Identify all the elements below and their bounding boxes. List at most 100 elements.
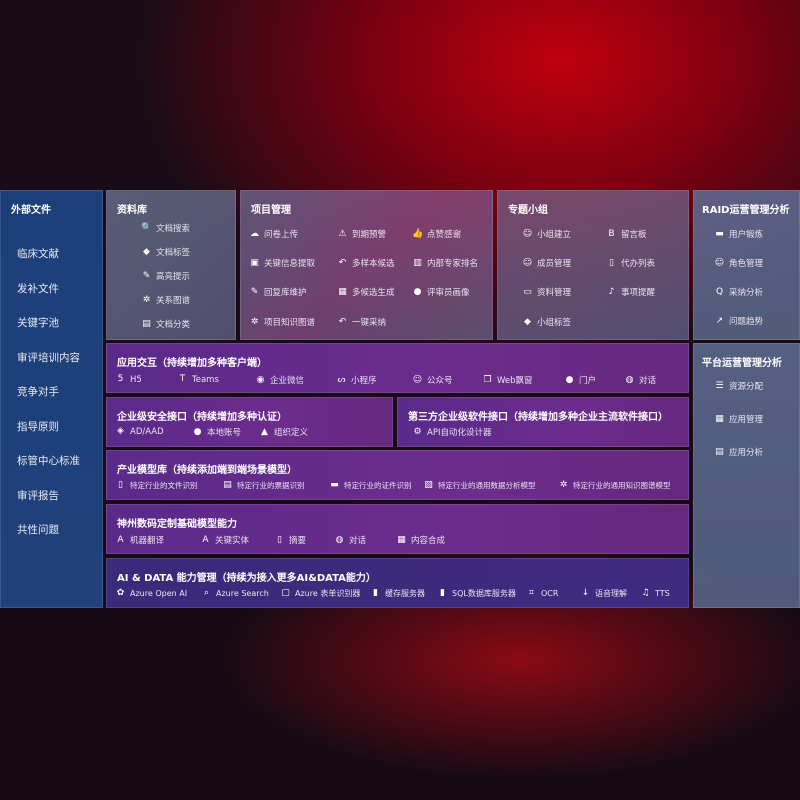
id-card-icon: ▬: [330, 480, 339, 490]
item-file[interactable]: ▯ 特定行业的文件识别: [115, 480, 197, 491]
external-file-item[interactable]: 关键字池: [17, 317, 59, 329]
item-apps[interactable]: ▦ 应用管理: [714, 413, 763, 426]
panel-title: 应用交互（持续增加多种客户端）: [117, 358, 267, 369]
item-folder[interactable]: ▭ 资料管理: [522, 286, 571, 299]
external-file-item[interactable]: 审评培训内容: [17, 351, 80, 364]
item-search[interactable]: ⌕ Azure Search: [201, 588, 269, 599]
item-label: 特定行业的通用数据分析模型: [438, 481, 536, 490]
item-org[interactable]: ▲ 组织定义: [259, 426, 308, 439]
item-analysis[interactable]: ▧ 特定行业的通用数据分析模型: [423, 480, 536, 491]
item-bell[interactable]: ♪ 事项提醒: [606, 286, 655, 299]
item-doc-search[interactable]: 🔍 文档搜索: [141, 222, 190, 235]
summary-icon: ▯: [277, 534, 282, 545]
item-group[interactable]: ☺ 小组建立: [522, 228, 571, 241]
item-user[interactable]: ● 本地账号: [192, 426, 241, 439]
item-doc-classify[interactable]: ▤ 文档分类: [141, 318, 190, 331]
item-label: 小程序: [351, 376, 377, 386]
external-file-item[interactable]: 竞争对手: [17, 386, 59, 398]
extract-icon: ▣: [250, 257, 259, 268]
external-file-item[interactable]: 临床文献: [17, 248, 59, 260]
item-edit[interactable]: ✎ 回复库维护: [249, 286, 307, 299]
item-chat[interactable]: ◍ 对话: [624, 374, 656, 387]
item-tts[interactable]: ♫ TTS: [640, 588, 669, 599]
raid-panel: RAID运营管理分析 ▬ 用户锻炼 ☺ 角色管理 Q 采纳分析 ↗ 问题趋势: [693, 190, 800, 340]
item-tag[interactable]: ◆ 小组标签: [522, 316, 571, 329]
item-receipt[interactable]: ▤ 特定行业的票据识别: [222, 480, 304, 491]
cache-icon: ▮: [373, 588, 378, 598]
item-users[interactable]: ☺ 公众号: [412, 374, 453, 387]
item-portal[interactable]: ● 门户: [564, 374, 596, 387]
item-window[interactable]: ❐ Web飘窗: [482, 374, 532, 387]
item-user[interactable]: ● 评审员画像: [412, 286, 470, 299]
external-file-item[interactable]: 标管中心标准: [17, 455, 80, 467]
item-alarm[interactable]: ⚠ 到期预警: [337, 228, 387, 241]
item-summary[interactable]: ▯ 摘要: [274, 534, 306, 547]
item-knowledge-graph[interactable]: ✲ 特定行业的通用知识图谱模型: [558, 480, 671, 491]
item-label: 内部专家排名: [427, 259, 479, 269]
item-user-add[interactable]: ☺ 成员管理: [522, 257, 571, 270]
item-entity[interactable]: A 关键实体: [200, 534, 249, 547]
knowledge-graph-icon: ✲: [250, 316, 259, 327]
ranking-icon: ▥: [413, 257, 422, 268]
item-ranking[interactable]: ▥ 内部专家排名: [412, 257, 479, 270]
item-cache[interactable]: ▮ 缓存服务器: [370, 588, 425, 599]
edit-icon: ✎: [250, 286, 259, 297]
item-label: 问题趋势: [729, 317, 764, 327]
item-chart[interactable]: ▤ 应用分析: [714, 446, 763, 459]
item-reply[interactable]: ↶ 多样本候选: [337, 257, 395, 270]
panel-title: 产业模型库（持续添加端到端场景模型）: [117, 465, 297, 476]
item-graph[interactable]: ✲ 关系图谱: [141, 294, 190, 307]
item-label: Azure Search: [216, 589, 269, 598]
item-html5[interactable]: 5 H5: [115, 374, 142, 385]
panel-title: 资料库: [117, 205, 147, 216]
item-knowledge-graph[interactable]: ✲ 项目知识图谱: [249, 316, 315, 329]
list-icon: ☰: [715, 380, 724, 391]
item-label: 到期预警: [352, 230, 387, 240]
miniprogram-icon: ᔕ: [337, 374, 346, 385]
item-teams[interactable]: T Teams: [177, 374, 219, 385]
item-translate[interactable]: A 机器翻译: [115, 534, 164, 547]
item-label: 企业微信: [270, 376, 305, 386]
item-miniprogram[interactable]: ᔕ 小程序: [336, 374, 377, 387]
window-icon: ❐: [483, 374, 492, 385]
item-users[interactable]: ☺ 角色管理: [714, 257, 763, 270]
item-wechat[interactable]: ◉ 企业微信: [255, 374, 305, 387]
item-speech[interactable]: ↓ 语音理解: [580, 588, 627, 599]
item-id-card[interactable]: ▬ 特定行业的证件识别: [329, 480, 411, 491]
item-reply[interactable]: ↶ 一键采纳: [337, 316, 386, 329]
item-thumbs-up[interactable]: 👍 点赞感谢: [412, 228, 461, 241]
item-compose[interactable]: ▦ 内容合成: [396, 534, 445, 547]
industry-model-panel: 产业模型库（持续添加端到端场景模型） ▯ 特定行业的文件识别 ▤ 特定行业的票据识别 ▬ 特…: [106, 450, 689, 500]
item-label: 多样本候选: [352, 259, 395, 269]
item-trend[interactable]: ↗ 问题趋势: [714, 315, 764, 328]
item-list[interactable]: ☰ 资源分配: [714, 380, 763, 393]
item-ad[interactable]: ◈ AD/AAD: [115, 426, 164, 437]
item-clipboard[interactable]: ▯ 代办列表: [606, 257, 655, 270]
item-puzzle[interactable]: ▦ 多候选生成: [337, 286, 394, 299]
item-ocr[interactable]: ⌗ OCR: [526, 588, 559, 599]
external-file-item[interactable]: 共性问题: [17, 524, 59, 536]
folder-icon: ▭: [523, 286, 532, 297]
item-label: 留言板: [621, 230, 647, 240]
item-chat[interactable]: ◍ 对话: [334, 534, 366, 547]
external-file-item[interactable]: 发补文件: [17, 282, 59, 295]
item-openai[interactable]: ✿ Azure Open AI: [115, 588, 187, 599]
external-file-item[interactable]: 审评报告: [17, 489, 59, 502]
item-gear[interactable]: ⚙ API自动化设计器: [412, 426, 491, 439]
item-cloud-upload[interactable]: ☁ 问卷上传: [249, 228, 298, 241]
item-bbs[interactable]: B 留言板: [606, 228, 647, 241]
panel-title: 专题小组: [508, 205, 548, 216]
item-qa[interactable]: Q 采纳分析: [714, 286, 763, 299]
item-database[interactable]: ▮ SQL数据库服务器: [437, 588, 516, 599]
external-file-item[interactable]: 指导原则: [17, 420, 59, 433]
item-pen[interactable]: ✎ 高亮提示: [141, 270, 190, 283]
item-label: 缓存服务器: [385, 589, 425, 598]
receipt-icon: ▤: [223, 480, 232, 490]
doc-search-icon: 🔍: [141, 222, 153, 233]
id-card-icon: ▬: [715, 228, 724, 239]
item-form[interactable]: ▢ Azure 表单识别器: [280, 588, 360, 599]
item-id-card[interactable]: ▬ 用户锻炼: [714, 228, 763, 241]
panel-title: 企业级安全接口（持续增加多种认证）: [117, 412, 287, 423]
item-tag[interactable]: ◆ 文档标签: [141, 246, 190, 259]
item-extract[interactable]: ▣ 关键信息提取: [249, 257, 315, 270]
